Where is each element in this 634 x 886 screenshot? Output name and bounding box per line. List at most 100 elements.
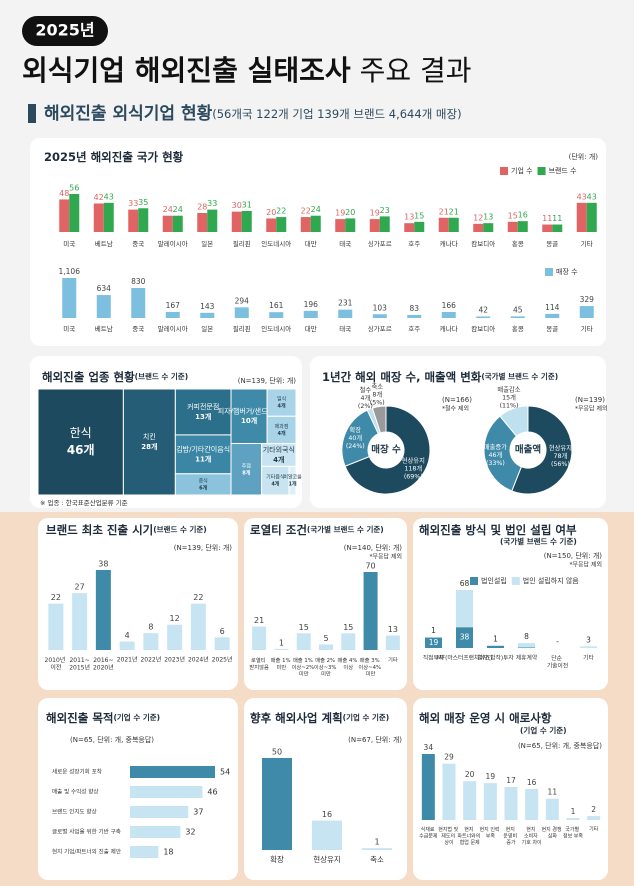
label-line: 2016~: [93, 657, 113, 664]
bar: [587, 816, 601, 820]
x-tick-label: 중국: [132, 240, 144, 248]
panel-title-note: (국가별 브랜드 수 기준): [307, 524, 384, 534]
value-label: 16: [527, 778, 537, 787]
label-line: 기술이전: [547, 661, 568, 669]
treemap-label: 한식: [70, 426, 92, 440]
year-badge: [22, 16, 108, 46]
x-tick-label: 기타: [583, 654, 594, 662]
value-label: 24: [311, 205, 321, 214]
value-label: 68: [460, 579, 470, 588]
bar: [442, 763, 456, 820]
segment-count: 40개: [348, 433, 362, 442]
segment-name: 매출증가: [484, 442, 507, 451]
value-label: 2: [591, 805, 596, 814]
segment-count: 118개: [404, 464, 422, 473]
panel-title-note: (브랜드 수 기준): [135, 371, 188, 381]
x-tick-label: 필리핀: [233, 324, 251, 333]
label-line: 미만: [366, 669, 376, 677]
bar: [441, 311, 456, 318]
value-label: 19: [429, 638, 439, 647]
x-tick-label: 싱가포르: [368, 324, 392, 333]
bar-segment: [580, 646, 597, 648]
label-line: 협업 문제: [460, 839, 480, 846]
treemap-label: 기타외국식: [263, 445, 295, 454]
subtitle-main: 해외진출 외식기업 현황: [44, 104, 213, 124]
value-label: 830: [131, 277, 146, 286]
panel-title-main: 로열티 조건: [250, 523, 307, 537]
bar: [542, 224, 553, 232]
segment-count: 15개: [502, 392, 516, 401]
unit-note: (N=65, 단위: 개, 중복응답): [70, 735, 154, 744]
x-tick-label: 기타: [589, 826, 599, 833]
value-label: 50: [272, 748, 282, 757]
x-tick-label: 캐나다: [440, 324, 458, 333]
main-title-bold: 외식기업 해외진출 실태조사: [22, 54, 351, 87]
x-tick-label: 기타: [388, 656, 398, 664]
treemap-cell: [266, 388, 297, 417]
unit-note: (N=139): [575, 396, 605, 404]
x-tick-label: 베트남: [95, 239, 113, 248]
value-label: 43: [577, 192, 587, 201]
bar: [162, 215, 173, 232]
treemap-cell: [288, 465, 297, 496]
label-line: 상이: [444, 839, 453, 846]
panel-title: 2025년 해외진출 국가 현황: [44, 150, 184, 164]
legend-swatch: [511, 577, 520, 585]
x-tick-label: 싱가포르: [368, 239, 392, 248]
value-label: 54: [220, 768, 230, 777]
value-label: 34: [424, 743, 434, 752]
label-line: 현지: [464, 826, 475, 833]
x-tick-label: 말레이시아: [158, 239, 188, 248]
bar: [62, 278, 77, 318]
value-label: 15: [343, 623, 353, 632]
legend-swatch: [500, 167, 508, 175]
bar: [476, 316, 491, 318]
y-tick-label: 글로벌 사업을 위한 기반 구축: [52, 828, 121, 836]
y-tick-label: 매출 및 수익성 향상: [52, 788, 99, 796]
label-line: 매출 3%: [360, 656, 382, 664]
bar: [200, 312, 215, 318]
label-line: 수급문제: [419, 832, 438, 839]
value-label: 20: [345, 208, 355, 217]
label-line: 미만: [321, 669, 331, 677]
label-line: 심화: [548, 832, 558, 839]
label-line: 2015년: [69, 663, 90, 671]
value-label: 16: [322, 810, 332, 819]
bar: [266, 218, 277, 232]
bar-segment: [487, 645, 504, 646]
x-tick-label: 태국: [339, 240, 351, 248]
y-tick-label: 현지 기업/파트너의 진출 제안: [52, 848, 121, 856]
value-label: 31: [242, 200, 252, 209]
label-line: 매출 2%: [315, 656, 337, 664]
value-label: 11: [552, 214, 562, 223]
treemap-value: 8개: [242, 469, 250, 476]
x-tick-label: 몽골: [546, 325, 558, 333]
label-line: 받지않음: [249, 662, 269, 670]
unit-note: (단위: 개): [569, 152, 599, 161]
bar: [438, 217, 449, 232]
value-label: 1: [493, 634, 498, 643]
value-label: 1,106: [59, 267, 81, 276]
x-tick-label: MF(마스터프랜차이즈): [437, 654, 493, 662]
treemap-cell: [37, 388, 124, 496]
x-tick-label: 호주: [408, 240, 420, 248]
bar: [414, 221, 425, 232]
bar: [338, 309, 353, 318]
bar: [130, 846, 159, 858]
bar: [241, 210, 252, 232]
bar: [197, 213, 208, 232]
x-tick-label: 2023년: [164, 656, 185, 664]
bar: [566, 818, 580, 820]
bar: [207, 209, 218, 232]
label-line: 국가별: [565, 826, 580, 833]
bar: [93, 203, 104, 232]
bar: [95, 570, 111, 650]
x-tick-label: 직접투자: [423, 654, 445, 662]
bar: [517, 221, 528, 232]
bar: [72, 593, 88, 650]
panel-title-main: 브랜드 최초 진출 시기: [46, 523, 153, 537]
bar: [262, 758, 292, 850]
treemap-value: 4개: [271, 481, 279, 488]
treemap-label: 김밥/기타간이음식: [176, 444, 230, 453]
value-label: 22: [301, 207, 311, 216]
